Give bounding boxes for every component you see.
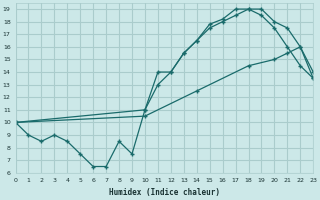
- X-axis label: Humidex (Indice chaleur): Humidex (Indice chaleur): [109, 188, 220, 197]
